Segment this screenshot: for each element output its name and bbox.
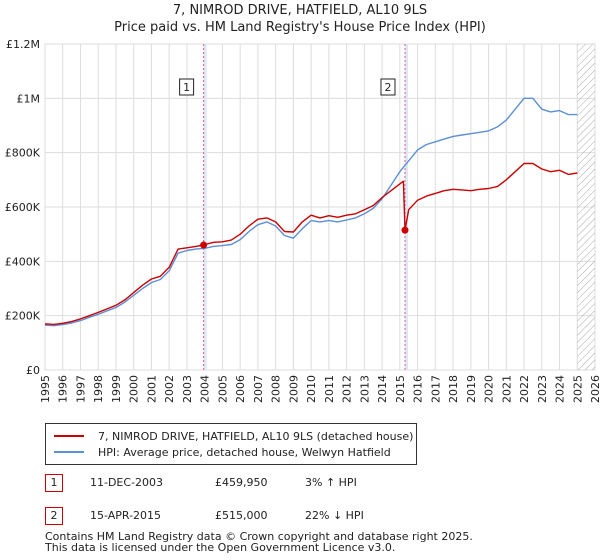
- legend-item-property: 7, NIMROD DRIVE, HATFIELD, AL10 9LS (det…: [54, 429, 413, 443]
- footer-line-2: This data is licensed under the Open Gov…: [45, 541, 396, 554]
- y-tick-label: £600K: [5, 201, 41, 214]
- x-tick-label: 2007: [252, 375, 265, 403]
- x-tick-label: 2022: [518, 375, 531, 403]
- footer-line-1: Contains HM Land Registry data © Crown c…: [45, 530, 473, 543]
- y-tick-label: £0: [26, 364, 40, 377]
- x-tick-label: 2009: [287, 375, 300, 403]
- x-tick-label: 2018: [447, 375, 460, 403]
- sale-label-box: [380, 78, 396, 96]
- legend-label-property: 7, NIMROD DRIVE, HATFIELD, AL10 9LS (det…: [98, 429, 414, 443]
- sale-price: £515,000: [215, 509, 268, 522]
- x-tick-label: 2000: [128, 375, 141, 403]
- x-tick-label: 2004: [199, 375, 212, 403]
- y-tick-label: £800K: [5, 147, 41, 160]
- sale-point: [200, 241, 208, 249]
- x-tick-label: 2010: [305, 375, 318, 403]
- chart-subtitle: Price paid vs. HM Land Registry's House …: [114, 20, 486, 35]
- sale-date: 15-APR-2015: [90, 509, 162, 522]
- x-tick-label: 2006: [234, 375, 247, 403]
- sale-point: [401, 226, 409, 234]
- x-tick-label: 2011: [323, 375, 336, 403]
- x-tick-label: 2005: [216, 375, 229, 403]
- x-tick-label: 2023: [536, 375, 549, 403]
- hpi-line: [44, 97, 578, 327]
- x-tick-label: 2001: [145, 375, 158, 403]
- sale-price: £459,950: [215, 476, 268, 489]
- legend-label-hpi: HPI: Average price, detached house, Welw…: [98, 445, 391, 459]
- gridlines: [44, 43, 596, 371]
- sale-badge: 1: [45, 474, 63, 492]
- footer: Contains HM Land Registry data © Crown c…: [45, 531, 473, 553]
- sale-band: [203, 44, 207, 370]
- legend-swatch-property: [54, 435, 84, 437]
- sale-label-text: 2: [384, 81, 391, 94]
- x-tick-label: 2019: [465, 375, 478, 403]
- legend-item-hpi: HPI: Average price, detached house, Welw…: [54, 445, 391, 459]
- x-tick-label: 2021: [500, 375, 513, 403]
- legend: 7, NIMROD DRIVE, HATFIELD, AL10 9LS (det…: [45, 423, 417, 465]
- x-tick-label: 2008: [270, 375, 283, 403]
- x-tick-label: 2013: [358, 375, 371, 403]
- sale-bands: [203, 44, 595, 370]
- x-tick-label: 2017: [429, 375, 442, 403]
- y-tick-label: £1.2M: [6, 38, 40, 51]
- x-tick-label: 2014: [376, 375, 389, 403]
- x-tick-label: 2003: [181, 375, 194, 403]
- sale-label-box: [179, 78, 195, 96]
- chart-title: 7, NIMROD DRIVE, HATFIELD, AL10 9LS: [172, 3, 428, 18]
- x-tick-label: 1996: [57, 375, 70, 403]
- x-tick-label: 2016: [412, 375, 425, 403]
- sale-band: [404, 44, 408, 370]
- property-price-line: [44, 162, 578, 326]
- x-tick-label: 1998: [92, 375, 105, 403]
- legend-swatch-hpi: [54, 451, 84, 453]
- axes: 1995 1996 1997 1998 1999 2000 2001 2002 2003 2004…: [5, 38, 600, 403]
- x-tick-label: 1999: [110, 375, 123, 403]
- x-tick-label: 2012: [341, 375, 354, 403]
- x-tick-label: 2015: [394, 375, 407, 403]
- y-tick-label: £400K: [5, 255, 41, 268]
- future-hatch-region: [577, 44, 595, 370]
- x-tick-label: 1995: [39, 375, 52, 403]
- x-tick-label: 2002: [163, 375, 176, 403]
- sale-hpi-change: 22% ↓ HPI: [305, 509, 364, 522]
- sale-date: 11-DEC-2003: [90, 476, 164, 489]
- sale-label-text: 1: [183, 81, 190, 94]
- x-tick-label: 2024: [554, 375, 567, 403]
- x-tick-label: 2025: [571, 375, 584, 403]
- sale-hpi-change: 3% ↑ HPI: [305, 476, 357, 489]
- x-tick-label: 2020: [483, 375, 496, 403]
- series-lines: [44, 97, 578, 327]
- x-tick-label: 1997: [74, 375, 87, 403]
- y-tick-label: £200K: [5, 310, 41, 323]
- y-tick-label: £1M: [17, 92, 41, 105]
- table-row: 1 11-DEC-2003 £459,950 3% ↑ HPI: [45, 474, 545, 492]
- x-tick-label: 2026: [589, 375, 600, 403]
- sale-badge: 2: [45, 507, 63, 525]
- table-row: 2 15-APR-2015 £515,000 22% ↓ HPI: [45, 507, 545, 525]
